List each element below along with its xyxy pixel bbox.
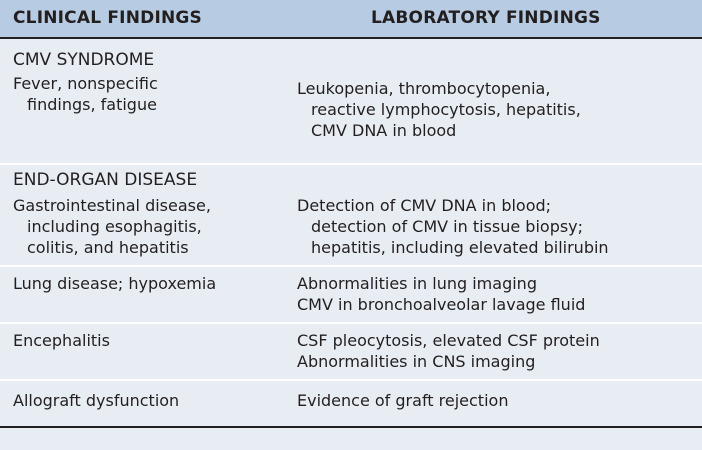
laboratory-line: reactive lymphocytosis, hepatitis,	[311, 100, 581, 119]
laboratory-cell: Detection of CMV DNA in blood; detection…	[297, 195, 697, 258]
clinical-cell: Allograft dysfunction	[13, 390, 343, 411]
header-clinical-findings: CLINICAL FINDINGS	[13, 8, 202, 28]
clinical-cell: Lung disease; hypoxemia	[13, 273, 343, 294]
laboratory-line: hepatitis, including elevated bilirubin	[311, 238, 609, 257]
clinical-cell: Encephalitis	[13, 330, 343, 351]
laboratory-line: Abnormalities in lung imaging	[297, 274, 537, 293]
laboratory-cell: Leukopenia, thrombocytopenia, reactive l…	[297, 78, 697, 141]
clinical-line: findings, fatigue	[27, 95, 157, 114]
laboratory-line: CMV DNA in blood	[311, 121, 457, 140]
clinical-line: Gastrointestinal disease,	[13, 196, 211, 215]
laboratory-line: Evidence of graft rejection	[297, 391, 509, 410]
section-title-cmv-syndrome: CMV SYNDROME	[13, 50, 155, 70]
table-bottom-rule	[0, 426, 702, 428]
laboratory-cell: Evidence of graft rejection	[297, 390, 697, 411]
laboratory-cell: Abnormalities in lung imaging CMV in bro…	[297, 273, 697, 315]
clinical-line: Fever, nonspecific	[13, 74, 158, 93]
row-divider	[0, 163, 702, 165]
row-divider	[0, 265, 702, 267]
clinical-line: colitis, and hepatitis	[27, 238, 189, 257]
laboratory-line: detection of CMV in tissue biopsy;	[311, 217, 584, 236]
clinical-line: Allograft dysfunction	[13, 391, 180, 410]
laboratory-line: CSF pleocytosis, elevated CSF protein	[297, 331, 600, 350]
laboratory-line: Leukopenia, thrombocytopenia,	[297, 79, 551, 98]
laboratory-cell: CSF pleocytosis, elevated CSF protein Ab…	[297, 330, 697, 372]
table-header: CLINICAL FINDINGS LABORATORY FINDINGS	[0, 0, 702, 37]
laboratory-line: Abnormalities in CNS imaging	[297, 352, 536, 371]
laboratory-line: CMV in bronchoalveolar lavage fluid	[297, 295, 586, 314]
row-divider	[0, 322, 702, 324]
header-laboratory-findings: LABORATORY FINDINGS	[371, 8, 601, 28]
clinical-cell: Gastrointestinal disease, including esop…	[13, 195, 343, 258]
header-rule	[0, 37, 702, 39]
row-divider	[0, 379, 702, 381]
clinical-line: Lung disease; hypoxemia	[13, 274, 217, 293]
clinical-cell: Fever, nonspecific findings, fatigue	[13, 73, 343, 115]
clinical-line: Encephalitis	[13, 331, 110, 350]
laboratory-line: Detection of CMV DNA in blood;	[297, 196, 552, 215]
clinical-line: including esophagitis,	[27, 217, 202, 236]
section-title-end-organ-disease: END-ORGAN DISEASE	[13, 170, 198, 190]
